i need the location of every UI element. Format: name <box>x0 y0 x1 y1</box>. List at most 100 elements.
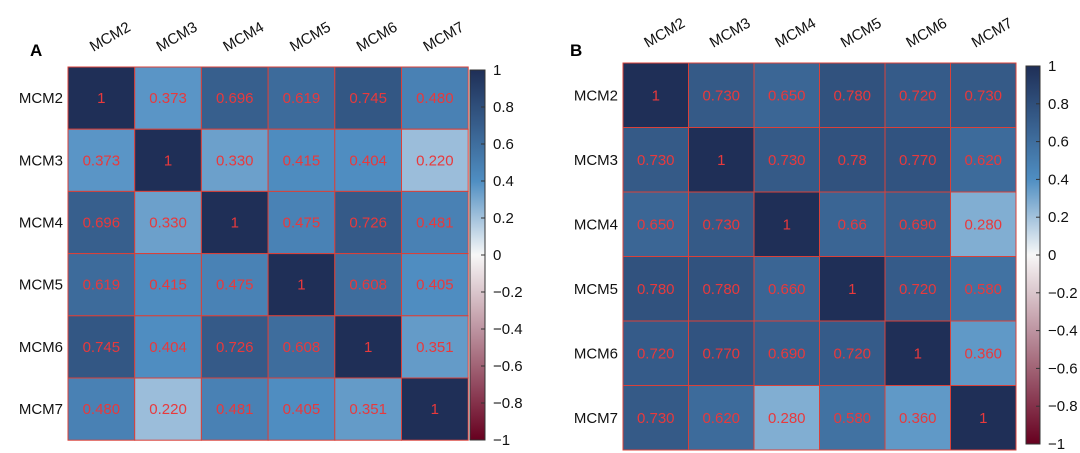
colorbar-tick-label: 0.8 <box>493 99 514 116</box>
cell-value-label: 0.415 <box>149 277 187 294</box>
cell-value-label: 0.726 <box>349 215 387 232</box>
heatmap-cell <box>688 256 755 322</box>
cell-value-label: 1 <box>164 152 172 169</box>
heatmap-cell <box>753 256 820 322</box>
cell-value-label: 0.780 <box>702 281 740 298</box>
column-label: MCM6 <box>354 19 401 56</box>
cell-value-label: 0.360 <box>964 345 1002 362</box>
colorbar <box>470 70 485 440</box>
cell-value-label: 0.730 <box>964 87 1002 104</box>
heatmap-cell <box>622 385 689 451</box>
cell-value-label: 0.730 <box>637 152 675 169</box>
row-label: MCM6 <box>19 339 63 356</box>
heatmap-cell <box>819 191 886 257</box>
cell-value-label: 0.330 <box>149 215 187 232</box>
heatmap-cell <box>401 190 469 255</box>
cell-value-label: 0.660 <box>768 281 806 298</box>
colorbar-tick-label: −0.4 <box>493 321 523 338</box>
heatmap-cell <box>267 66 336 130</box>
cell-value-label: 0.405 <box>416 277 454 294</box>
cell-value-label: 0.745 <box>83 339 121 356</box>
cell-value-label: 0.619 <box>83 277 121 294</box>
cell-value-label: 0.780 <box>637 281 675 298</box>
cell-value-label: 0.770 <box>702 345 740 362</box>
cell-value-label: 0.220 <box>149 401 187 418</box>
heatmap-cell <box>688 320 755 386</box>
cell-value-label: 0.730 <box>637 410 675 427</box>
heatmap-cell <box>334 253 402 317</box>
column-label: MCM6 <box>903 15 950 52</box>
cell-value-label: 0.690 <box>768 345 806 362</box>
heatmap-cell <box>401 377 469 441</box>
colorbar-tick-label: 0 <box>1048 247 1056 264</box>
row-label: MCM2 <box>574 87 618 104</box>
row-label: MCM3 <box>574 152 618 169</box>
cell-value-label: 0.620 <box>964 152 1002 169</box>
row-label: MCM6 <box>574 345 618 362</box>
row-label: MCM3 <box>19 152 63 169</box>
heatmap-cell <box>267 190 336 255</box>
cell-value-label: 0.351 <box>416 339 454 356</box>
heatmap-cell <box>200 66 269 130</box>
heatmap-cell <box>334 190 402 255</box>
column-label: MCM2 <box>641 15 688 52</box>
heatmap-cell <box>401 128 469 192</box>
column-label: MCM4 <box>220 19 267 56</box>
cell-value-label: 0.580 <box>833 410 871 427</box>
colorbar-tick-label: −0.6 <box>493 358 523 375</box>
heatmap-cell <box>753 127 820 193</box>
cell-value-label: 0.405 <box>283 401 321 418</box>
cell-value-label: 0.730 <box>702 87 740 104</box>
colorbar-tick-label: −0.8 <box>1048 398 1078 415</box>
row-label: MCM2 <box>19 90 63 107</box>
cell-value-label: 0.730 <box>702 216 740 233</box>
panel-letter: B <box>570 41 582 60</box>
heatmap-cell <box>334 377 402 441</box>
row-label: MCM7 <box>19 401 63 418</box>
heatmap-cell <box>401 253 469 317</box>
cell-value-label: 0.580 <box>964 281 1002 298</box>
heatmap-cell <box>753 320 820 386</box>
colorbar-tick-label: 0.2 <box>1048 209 1069 226</box>
column-label: MCM5 <box>287 19 334 56</box>
heatmap-cell <box>200 315 269 379</box>
colorbar-tick-label: 0.2 <box>493 210 514 227</box>
cell-value-label: 0.608 <box>283 339 321 356</box>
heatmap-cell <box>200 253 269 317</box>
heatmap-cell <box>134 253 202 317</box>
cell-value-label: 1 <box>914 345 922 362</box>
row-label: MCM5 <box>19 277 63 294</box>
row-label: MCM4 <box>19 215 63 232</box>
column-label: MCM5 <box>838 15 885 52</box>
heatmap-cell <box>134 128 202 192</box>
cell-value-label: 0.720 <box>899 281 937 298</box>
colorbar-tick-label: −1 <box>1048 436 1065 453</box>
colorbar-tick-label: 0.6 <box>1048 134 1069 151</box>
cell-value-label: 0.404 <box>149 339 187 356</box>
cell-value-label: 0.475 <box>283 215 321 232</box>
cell-value-label: 0.650 <box>768 87 806 104</box>
heatmap-cell <box>950 320 1017 386</box>
row-label: MCM4 <box>574 216 618 233</box>
colorbar <box>1026 66 1040 444</box>
colorbar-tick-label: −0.6 <box>1048 360 1078 377</box>
cell-value-label: 0.415 <box>283 152 321 169</box>
heatmap-cell <box>67 315 136 379</box>
cell-value-label: 0.619 <box>283 90 321 107</box>
colorbar-tick-label: −0.4 <box>1048 323 1078 340</box>
cell-value-label: 0.770 <box>899 152 937 169</box>
row-label: MCM5 <box>574 281 618 298</box>
column-label: MCM7 <box>969 15 1016 52</box>
cell-value-label: 1 <box>297 277 305 294</box>
heatmap-cell <box>67 377 136 441</box>
heatmap-cell <box>67 66 136 130</box>
heatmap-cell <box>884 191 951 257</box>
heatmap-cell <box>267 377 336 441</box>
cell-value-label: 0.780 <box>833 87 871 104</box>
heatmap-cell <box>950 385 1017 451</box>
cell-value-label: 1 <box>431 401 439 418</box>
cell-value-label: 1 <box>97 90 105 107</box>
cell-value-label: 0.475 <box>216 277 254 294</box>
cell-value-label: 1 <box>717 152 725 169</box>
